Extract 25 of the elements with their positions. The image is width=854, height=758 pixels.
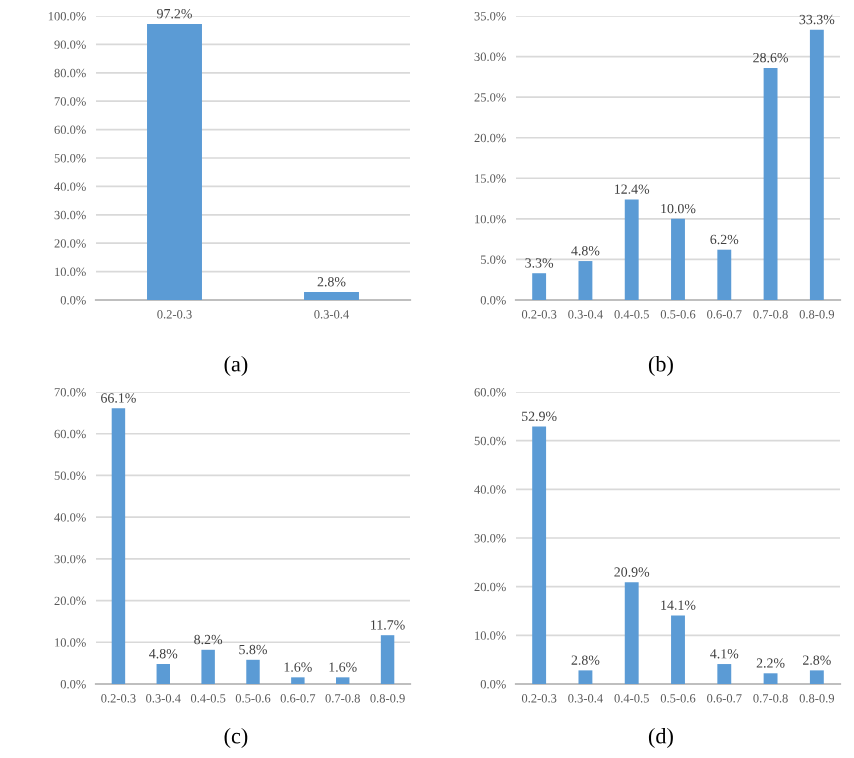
bar <box>335 677 350 684</box>
bar <box>291 677 305 684</box>
bar <box>624 582 639 684</box>
text: (d) <box>648 727 673 749</box>
bar <box>532 426 547 684</box>
bar <box>578 261 593 300</box>
bar <box>578 670 593 684</box>
bar <box>246 659 260 684</box>
bar <box>763 673 778 684</box>
text: (a) <box>224 355 248 377</box>
text: (b) <box>648 355 673 377</box>
bar <box>624 199 639 300</box>
bar <box>671 615 685 684</box>
bar <box>763 67 778 300</box>
bar <box>111 408 126 684</box>
bar <box>380 635 395 684</box>
bar <box>809 670 824 684</box>
bar <box>809 29 824 300</box>
bar <box>201 649 215 684</box>
bar <box>717 249 732 300</box>
bar <box>717 664 732 684</box>
bar <box>671 218 685 300</box>
bar <box>532 273 547 300</box>
text: (c) <box>224 727 248 749</box>
bar <box>156 663 171 684</box>
